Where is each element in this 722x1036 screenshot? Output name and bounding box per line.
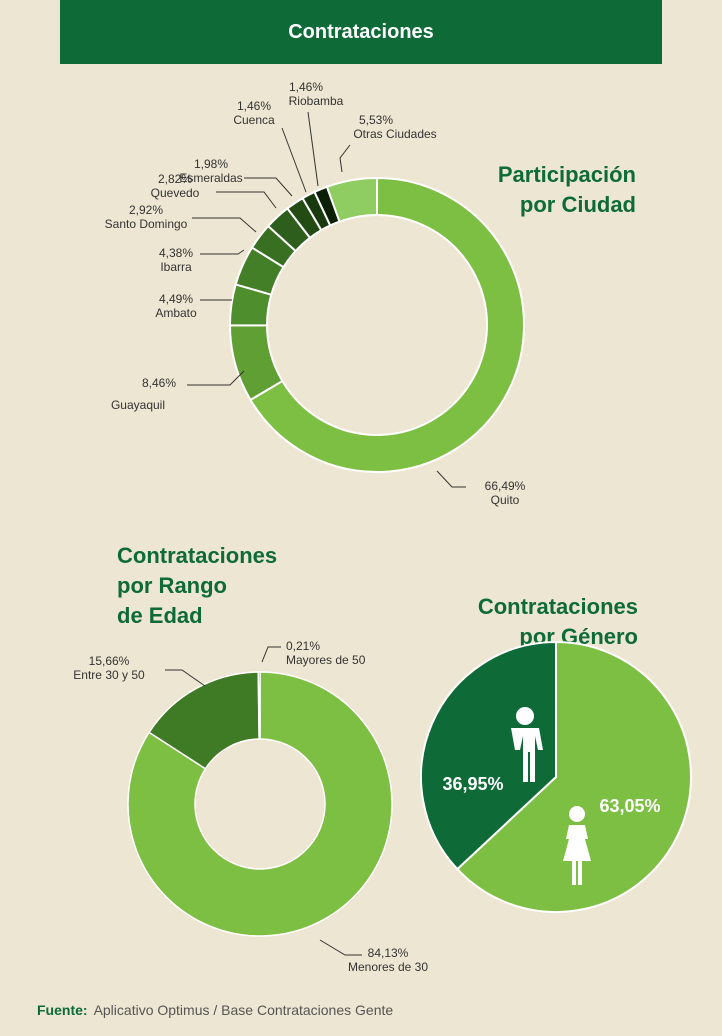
chart-title: Contrataciones por Rango de Edad [117,543,278,628]
value-label: 63,05% [599,796,660,816]
value-label: 1,46% [289,80,323,94]
leader-line [187,370,245,386]
value-label: 0,21% [286,639,320,653]
slice [420,640,557,871]
footer: Fuente: Aplicativo Optimus / Base Contrat… [37,1002,393,1018]
category-label: Mayores de 50 [286,653,366,667]
leader-line [307,111,319,187]
female-icon [563,806,591,885]
leader-line [216,191,277,209]
category-label: Menores de 30 [348,960,428,974]
category-label: Santo Domingo [105,217,188,231]
value-label: 1,46% [237,99,271,113]
category-label: Quito [491,493,520,507]
category-label: Guayaquil [111,398,165,412]
slice [127,671,393,937]
value-label: 36,95% [442,774,503,794]
value-label: 1,98% [194,157,228,171]
labels: 66,49%Quito 8,46% Guayaquil 4,49%Ambato 4,38… [73,80,660,974]
value-label: 8,46% [142,376,176,390]
slice [455,640,692,913]
leader-line [281,127,307,193]
category-label: Esmeraldas [179,171,242,185]
category-label: Riobamba [289,94,344,108]
category-label: Ambato [155,306,197,320]
footer-label: Fuente: [37,1002,88,1018]
leader-line [244,177,293,197]
chart-title: Participación por Ciudad [497,162,636,217]
category-label: Otras Ciudades [353,127,436,141]
icon-body [511,728,543,782]
leader-line [165,669,206,687]
value-label: 5,53% [359,113,393,127]
footer-text: Aplicativo Optimus / Base Contrataciones… [93,1002,394,1018]
marks [127,176,692,937]
header-title: Contrataciones [60,0,662,64]
category-label: Quevedo [151,186,200,200]
slice [325,176,378,223]
value-label: 4,49% [159,292,193,306]
leader-line [436,470,466,488]
slice [249,176,525,473]
leader-line [200,249,245,255]
value-label: 84,13% [368,946,409,960]
value-label: 4,38% [159,246,193,260]
value-label: 2,92% [129,203,163,217]
leader-line [192,217,257,233]
icon-head [516,707,534,725]
category-label: Entre 30 y 50 [73,668,145,682]
leader-line [319,939,362,956]
icon-head [569,806,585,822]
leader-line [261,646,281,663]
category-label: Cuenca [233,113,275,127]
value-label: 2,82% [158,172,192,186]
leader-line [339,144,351,173]
value-label: 66,49% [485,479,526,493]
male-icon [511,707,543,782]
value-label: 15,66% [89,654,130,668]
icon-body [563,825,591,885]
slice [257,671,261,740]
category-label: Ibarra [160,260,192,274]
